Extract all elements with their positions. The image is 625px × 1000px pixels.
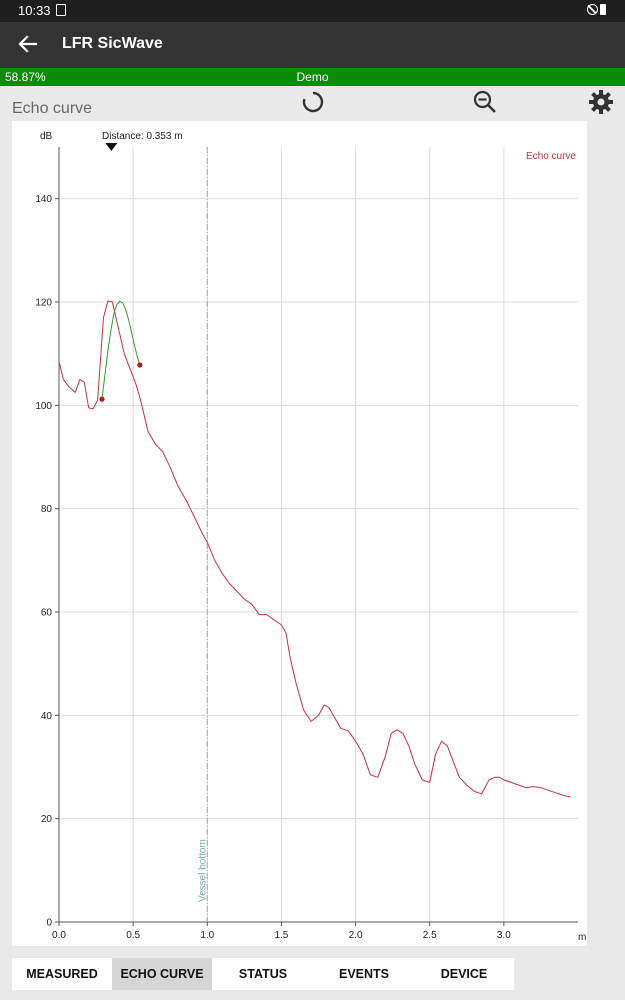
tab-device[interactable]: DEVICE xyxy=(440,967,488,981)
peak-marker xyxy=(137,362,143,368)
settings-gear-icon[interactable] xyxy=(588,89,614,115)
app-bar: LFR SicWave xyxy=(0,22,625,68)
chart-toolbar: Echo curve xyxy=(0,86,625,122)
bottom-tabs: MEASURED ECHO CURVE STATUS EVENTS DEVICE xyxy=(12,958,514,990)
progress-percent: 58.87% xyxy=(5,70,46,84)
peak-marker xyxy=(99,396,105,402)
y-tick-label: 40 xyxy=(41,711,53,722)
y-tick-label: 120 xyxy=(35,298,52,309)
tab-measured[interactable]: MEASURED xyxy=(26,967,98,981)
x-tick-label: 2.5 xyxy=(423,930,437,941)
vessel-bottom-label: Vessel bottom xyxy=(197,839,208,902)
sim-card-icon xyxy=(56,4,66,16)
back-arrow-icon[interactable] xyxy=(16,32,40,56)
page-title: Echo curve xyxy=(12,100,93,117)
legend-echo-curve: Echo curve xyxy=(526,151,576,162)
status-bar: 10:33 xyxy=(0,0,625,22)
status-time: 10:33 xyxy=(18,3,51,18)
x-tick-label: 1.5 xyxy=(274,930,288,941)
refresh-icon[interactable] xyxy=(300,89,326,115)
echo-curve-panel: 0 20 40 60 80 100 120 140 0.0 0.5 1.0 1.5 2.0 2.5 3.0 … xyxy=(12,121,587,946)
mode-label: Demo xyxy=(296,70,329,84)
x-tick-label: 3.0 xyxy=(497,930,511,941)
y-tick-label: 0 xyxy=(46,918,52,929)
distance-marker-icon[interactable] xyxy=(105,143,118,151)
battery-icon xyxy=(600,4,606,15)
tab-events[interactable]: EVENTS xyxy=(338,967,389,981)
x-tick-label: 0.5 xyxy=(126,930,140,941)
echo-curve-line xyxy=(58,300,571,798)
x-tick-label: 2.0 xyxy=(349,930,363,941)
x-tick-label: 0.0 xyxy=(52,930,66,941)
x-tick-label: 1.0 xyxy=(200,930,214,941)
y-tick-label: 20 xyxy=(41,814,53,825)
distance-label: Distance: 0.353 m xyxy=(102,131,183,142)
y-tick-label: 60 xyxy=(41,608,53,619)
y-tick-label: 100 xyxy=(35,401,52,412)
x-axis-unit: m xyxy=(578,932,586,943)
tab-status[interactable]: STATUS xyxy=(238,967,288,981)
y-axis-unit: dB xyxy=(40,131,53,142)
zoom-out-icon[interactable] xyxy=(472,89,498,115)
peak-segment-line xyxy=(101,300,141,400)
progress-bar: 58.87% Demo xyxy=(0,68,625,86)
app-title: LFR SicWave xyxy=(62,35,163,52)
y-tick-label: 80 xyxy=(41,504,53,515)
tab-echo-curve[interactable]: ECHO CURVE xyxy=(112,958,212,990)
do-not-disturb-icon xyxy=(587,4,598,15)
y-tick-label: 140 xyxy=(35,194,52,205)
